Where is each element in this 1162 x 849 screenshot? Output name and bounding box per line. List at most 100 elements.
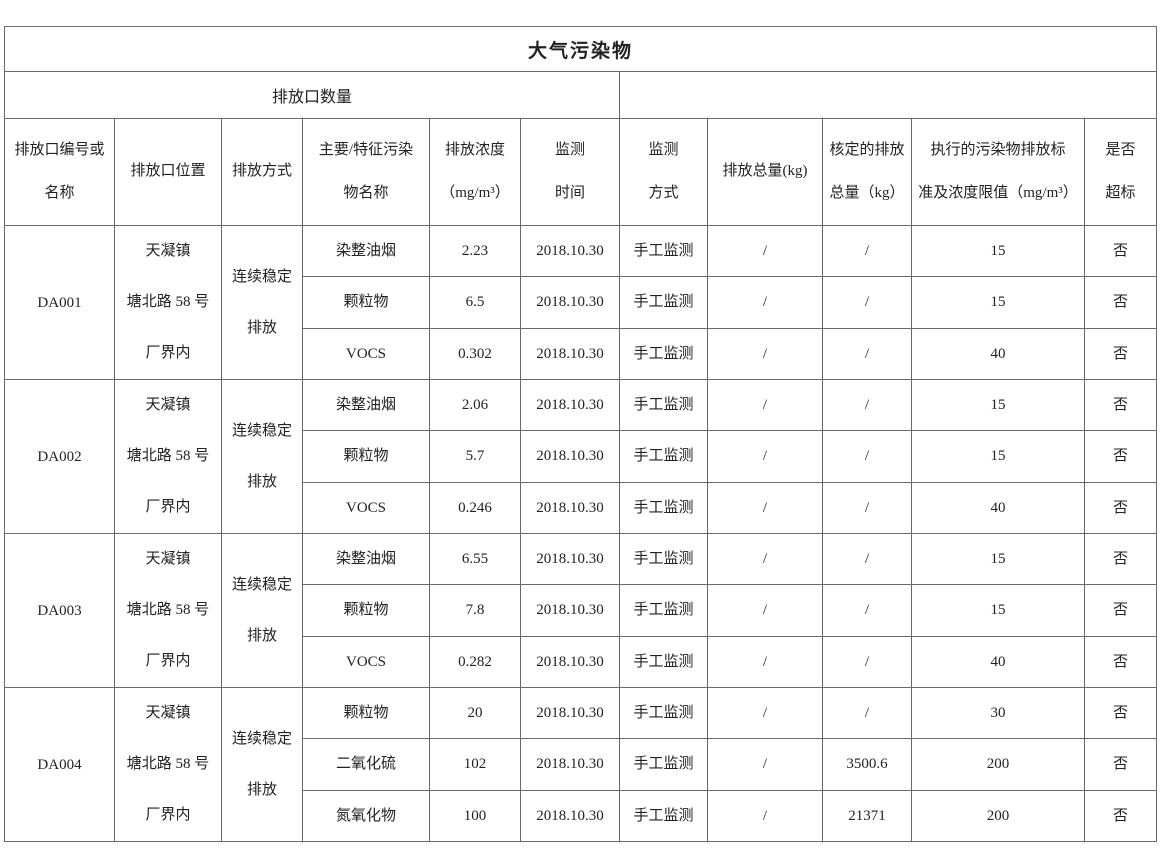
exceed-cell: 否 xyxy=(1083,584,1158,637)
outlet-id-cell: DA001 xyxy=(4,225,115,380)
pollutant-cell: 颗粒物 xyxy=(302,686,430,740)
title-row: 大气污染物 xyxy=(3,26,1158,72)
total-emission-cell: / xyxy=(707,378,823,432)
col-header-pollutant-name: 主要/特征污染 物名称 xyxy=(302,118,430,226)
table-row: 颗粒物 6.5 2018.10.30 手工监测 / / 15 否 xyxy=(5,276,1158,329)
monitor-time-cell: 2018.10.30 xyxy=(520,738,620,791)
monitor-time-cell: 2018.10.30 xyxy=(520,635,620,689)
col-header-exceed: 是否 超标 xyxy=(1083,118,1158,226)
table-row: DA003 天凝镇 塘北路 58 号 厂界内 连续稳定 排放 染整油烟 6.55… xyxy=(4,532,1158,688)
exceed-cell: 否 xyxy=(1083,635,1158,689)
limit-cell: 15 xyxy=(911,276,1085,329)
table-row: DA001 天凝镇 塘北路 58 号 厂界内 连续稳定 排放 染整油烟 2.23… xyxy=(4,224,1158,380)
monitor-method-cell: 手工监测 xyxy=(619,738,708,791)
concentration-cell: 0.282 xyxy=(429,635,521,689)
total-emission-cell: / xyxy=(707,532,823,586)
monitor-method-cell: 手工监测 xyxy=(619,584,708,637)
total-emission-cell: / xyxy=(707,686,823,740)
col-header-outlet-id: 排放口编号或 名称 xyxy=(4,118,115,226)
limit-cell: 200 xyxy=(911,789,1085,843)
pollutant-cell: VOCS xyxy=(302,481,430,535)
concentration-cell: 7.8 xyxy=(429,584,521,637)
exceed-cell: 否 xyxy=(1083,789,1158,843)
concentration-cell: 0.246 xyxy=(429,481,521,535)
pollutant-cell: 氮氧化物 xyxy=(302,789,430,843)
outlet-location-cell: 天凝镇 塘北路 58 号 厂界内 xyxy=(114,379,222,534)
approved-total-cell: 3500.6 xyxy=(822,738,912,791)
limit-cell: 30 xyxy=(911,686,1085,740)
monitor-method-cell: 手工监测 xyxy=(619,378,708,432)
col-header-monitor-method: 监测 方式 xyxy=(619,118,708,226)
limit-cell: 15 xyxy=(911,224,1085,278)
approved-total-cell: / xyxy=(822,224,912,278)
monitor-time-cell: 2018.10.30 xyxy=(520,224,620,278)
monitor-time-cell: 2018.10.30 xyxy=(520,584,620,637)
monitor-method-cell: 手工监测 xyxy=(619,224,708,278)
monitor-time-cell: 2018.10.30 xyxy=(520,378,620,432)
monitor-time-cell: 2018.10.30 xyxy=(520,789,620,843)
limit-cell: 15 xyxy=(911,532,1085,586)
limit-cell: 40 xyxy=(911,635,1085,689)
monitor-method-cell: 手工监测 xyxy=(619,789,708,843)
exceed-cell: 否 xyxy=(1083,378,1158,432)
outlet-location-cell: 天凝镇 塘北路 58 号 厂界内 xyxy=(114,225,222,380)
monitor-time-cell: 2018.10.30 xyxy=(520,532,620,586)
outlet-location-cell: 天凝镇 塘北路 58 号 厂界内 xyxy=(114,533,222,688)
monitor-method-cell: 手工监测 xyxy=(619,276,708,329)
monitor-method-cell: 手工监测 xyxy=(619,635,708,689)
subheader-row: 排放口数量 xyxy=(4,71,1158,119)
pollutant-cell: VOCS xyxy=(302,327,430,381)
table-row: DA002 天凝镇 塘北路 58 号 厂界内 连续稳定 排放 染整油烟 2.06… xyxy=(4,378,1158,534)
monitor-time-cell: 2018.10.30 xyxy=(520,327,620,381)
concentration-cell: 0.302 xyxy=(429,327,521,381)
outlet-id-cell: DA003 xyxy=(4,533,115,688)
total-emission-cell: / xyxy=(707,327,823,381)
col-header-total-emission: 排放总量(kg) xyxy=(707,118,823,226)
discharge-mode-cell: 连续稳定 排放 xyxy=(221,225,303,380)
total-emission-cell: / xyxy=(707,224,823,278)
outlet-id-cell: DA002 xyxy=(4,379,115,534)
concentration-cell: 20 xyxy=(429,686,521,740)
air-pollutant-table: 大气污染物 排放口数量 排放口编号或 名称 排放口位置 排放方式 主要/特征污染… xyxy=(3,26,1158,843)
col-header-monitor-time: 监测 时间 xyxy=(520,118,620,226)
concentration-cell: 102 xyxy=(429,738,521,791)
exceed-cell: 否 xyxy=(1083,276,1158,329)
approved-total-cell: 21371 xyxy=(822,789,912,843)
table-row: 氮氧化物 100 2018.10.30 手工监测 / 21371 200 否 xyxy=(5,789,1158,843)
col-header-standard-limit: 执行的污染物排放标 准及浓度限值（mg/m³） xyxy=(911,118,1085,226)
total-emission-cell: / xyxy=(707,635,823,689)
table-row: 颗粒物 7.8 2018.10.30 手工监测 / / 15 否 xyxy=(5,584,1158,637)
col-header-discharge-mode: 排放方式 xyxy=(221,118,303,226)
table-row: VOCS 0.302 2018.10.30 手工监测 / / 40 否 xyxy=(5,327,1158,381)
concentration-cell: 6.5 xyxy=(429,276,521,329)
concentration-cell: 2.06 xyxy=(429,378,521,432)
table-row: VOCS 0.282 2018.10.30 手工监测 / / 40 否 xyxy=(5,635,1158,689)
concentration-cell: 6.55 xyxy=(429,532,521,586)
approved-total-cell: / xyxy=(822,584,912,637)
total-emission-cell: / xyxy=(707,481,823,535)
concentration-cell: 2.23 xyxy=(429,224,521,278)
col-header-concentration: 排放浓度 （mg/m³） xyxy=(429,118,521,226)
exceed-cell: 否 xyxy=(1083,481,1158,535)
monitor-method-cell: 手工监测 xyxy=(619,686,708,740)
concentration-cell: 100 xyxy=(429,789,521,843)
column-header-row: 排放口编号或 名称 排放口位置 排放方式 主要/特征污染 物名称 排放浓度 （m… xyxy=(4,118,1158,226)
total-emission-cell: / xyxy=(707,738,823,791)
table-row: 二氧化硫 102 2018.10.30 手工监测 / 3500.6 200 否 xyxy=(5,738,1158,791)
monitor-method-cell: 手工监测 xyxy=(619,327,708,381)
approved-total-cell: / xyxy=(822,532,912,586)
pollutant-cell: 颗粒物 xyxy=(302,276,430,329)
approved-total-cell: / xyxy=(822,481,912,535)
approved-total-cell: / xyxy=(822,276,912,329)
table-row: 颗粒物 5.7 2018.10.30 手工监测 / / 15 否 xyxy=(5,430,1158,483)
col-header-approved-total: 核定的排放 总量（kg） xyxy=(822,118,912,226)
limit-cell: 15 xyxy=(911,378,1085,432)
monitor-time-cell: 2018.10.30 xyxy=(520,686,620,740)
pollutant-cell: 染整油烟 xyxy=(302,378,430,432)
approved-total-cell: / xyxy=(822,327,912,381)
exceed-cell: 否 xyxy=(1083,532,1158,586)
approved-total-cell: / xyxy=(822,635,912,689)
monitor-time-cell: 2018.10.30 xyxy=(520,481,620,535)
approved-total-cell: / xyxy=(822,686,912,740)
concentration-cell: 5.7 xyxy=(429,430,521,483)
